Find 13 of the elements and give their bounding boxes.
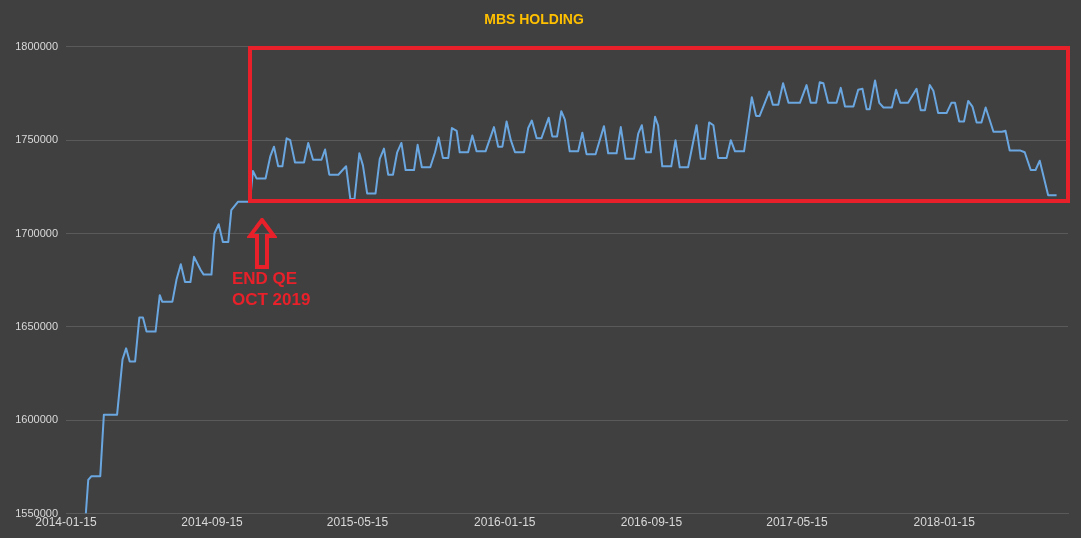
- x-tick-label: 2015-05-15: [326, 515, 389, 530]
- y-tick-label: 1750000: [15, 133, 58, 146]
- y-tick-label: 1700000: [15, 226, 58, 239]
- x-tick-label: 2014-09-15: [181, 515, 244, 530]
- y-tick-label: 1650000: [15, 319, 58, 332]
- y-tick-label: 1800000: [15, 39, 58, 52]
- x-tick-label: 2018-01-15: [913, 515, 976, 530]
- chart-title: MBS HOLDING: [484, 11, 584, 28]
- annotation: END QE OCT 2019: [232, 268, 312, 310]
- x-tick-label: 2017-05-15: [766, 515, 828, 530]
- y-tick-label: 1600000: [15, 413, 58, 426]
- x-tick-label: 2016-09-15: [620, 515, 683, 530]
- x-tick-label: 2016-01-15: [474, 515, 536, 530]
